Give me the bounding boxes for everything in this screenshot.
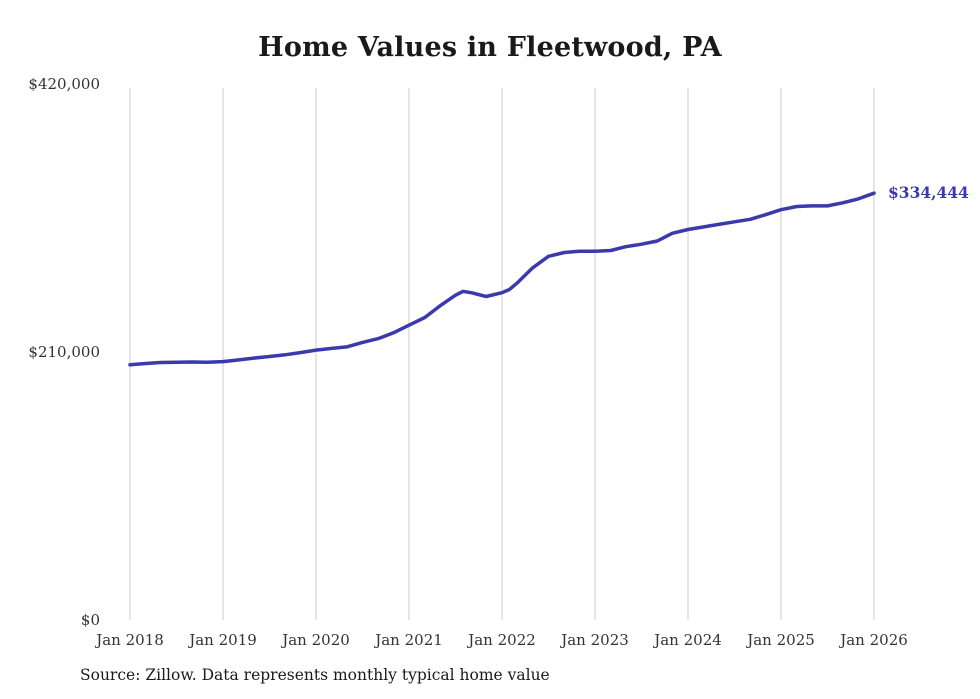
x-tick-label: Jan 2022 bbox=[466, 631, 536, 649]
x-tick-label: Jan 2020 bbox=[280, 631, 350, 649]
y-tick-label: $210,000 bbox=[28, 343, 100, 361]
x-tick-label: Jan 2018 bbox=[94, 631, 164, 649]
y-tick-label: $0 bbox=[81, 611, 100, 629]
x-tick-label: Jan 2025 bbox=[745, 631, 815, 649]
chart-title: Home Values in Fleetwood, PA bbox=[258, 32, 722, 63]
x-tick-label: Jan 2021 bbox=[373, 631, 443, 649]
x-tick-label: Jan 2024 bbox=[652, 631, 722, 649]
x-tick-label: Jan 2026 bbox=[838, 631, 908, 649]
source-note: Source: Zillow. Data represents monthly … bbox=[80, 666, 550, 684]
series-line bbox=[128, 191, 876, 367]
x-tick-label: Jan 2023 bbox=[559, 631, 629, 649]
x-tick-label: Jan 2019 bbox=[187, 631, 257, 649]
y-tick-label: $420,000 bbox=[28, 75, 100, 93]
end-value-label: $334,444 bbox=[888, 183, 969, 202]
